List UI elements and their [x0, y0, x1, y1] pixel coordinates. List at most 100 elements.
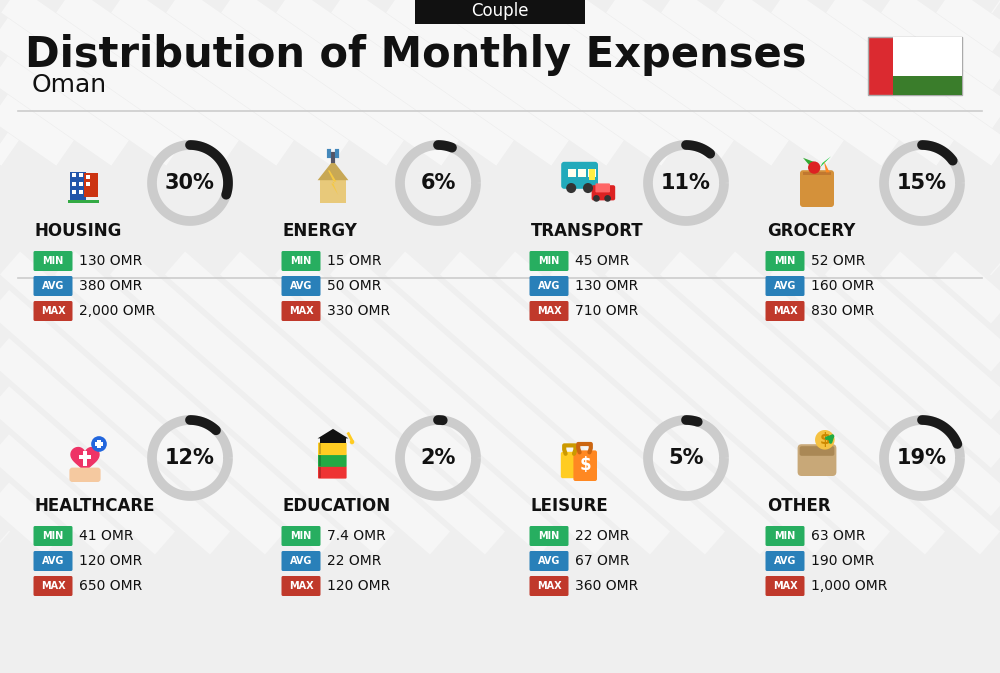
FancyBboxPatch shape	[319, 467, 321, 478]
Text: MIN: MIN	[538, 256, 560, 266]
Text: 6%: 6%	[420, 173, 456, 193]
Text: MAX: MAX	[773, 306, 797, 316]
Text: HEALTHCARE: HEALTHCARE	[35, 497, 156, 515]
Text: 41 OMR: 41 OMR	[79, 529, 134, 543]
FancyBboxPatch shape	[319, 455, 321, 466]
Text: 11%: 11%	[661, 173, 711, 193]
FancyBboxPatch shape	[282, 576, 320, 596]
Text: AVG: AVG	[290, 281, 312, 291]
Text: 45 OMR: 45 OMR	[575, 254, 629, 268]
Text: 19%: 19%	[897, 448, 947, 468]
FancyBboxPatch shape	[318, 454, 347, 467]
FancyBboxPatch shape	[530, 301, 568, 321]
Text: 52 OMR: 52 OMR	[811, 254, 865, 268]
FancyBboxPatch shape	[561, 162, 598, 189]
FancyBboxPatch shape	[766, 251, 804, 271]
Text: 130 OMR: 130 OMR	[575, 279, 638, 293]
Text: MIN: MIN	[538, 531, 560, 541]
Text: 360 OMR: 360 OMR	[575, 579, 638, 593]
Text: 2%: 2%	[420, 448, 456, 468]
FancyBboxPatch shape	[530, 551, 568, 571]
FancyBboxPatch shape	[530, 251, 568, 271]
Text: MAX: MAX	[537, 306, 561, 316]
Text: 15 OMR: 15 OMR	[327, 254, 382, 268]
Text: MAX: MAX	[41, 581, 65, 591]
FancyBboxPatch shape	[95, 442, 103, 446]
FancyBboxPatch shape	[34, 576, 72, 596]
Text: 7.4 OMR: 7.4 OMR	[327, 529, 386, 543]
FancyBboxPatch shape	[79, 182, 83, 186]
FancyBboxPatch shape	[34, 276, 72, 296]
Text: MAX: MAX	[773, 581, 797, 591]
FancyBboxPatch shape	[573, 450, 597, 481]
Circle shape	[815, 430, 835, 450]
FancyBboxPatch shape	[803, 172, 831, 175]
Text: 160 OMR: 160 OMR	[811, 279, 874, 293]
Text: MIN: MIN	[774, 256, 796, 266]
Text: 67 OMR: 67 OMR	[575, 554, 630, 568]
Circle shape	[604, 195, 611, 202]
FancyBboxPatch shape	[578, 169, 586, 178]
Text: OTHER: OTHER	[767, 497, 831, 515]
Text: 190 OMR: 190 OMR	[811, 554, 874, 568]
Text: AVG: AVG	[774, 281, 796, 291]
FancyBboxPatch shape	[588, 169, 596, 178]
Text: MAX: MAX	[289, 581, 313, 591]
FancyBboxPatch shape	[766, 576, 804, 596]
FancyBboxPatch shape	[282, 301, 320, 321]
FancyBboxPatch shape	[798, 444, 836, 476]
FancyBboxPatch shape	[282, 251, 320, 271]
FancyBboxPatch shape	[86, 182, 90, 186]
FancyBboxPatch shape	[282, 551, 320, 571]
Text: Distribution of Monthly Expenses: Distribution of Monthly Expenses	[25, 34, 806, 76]
Text: AVG: AVG	[42, 281, 64, 291]
Text: AVG: AVG	[774, 556, 796, 566]
FancyBboxPatch shape	[97, 440, 101, 448]
FancyBboxPatch shape	[72, 173, 76, 178]
FancyBboxPatch shape	[86, 175, 90, 179]
Text: Couple: Couple	[471, 2, 529, 20]
FancyBboxPatch shape	[72, 182, 76, 186]
FancyBboxPatch shape	[318, 442, 347, 455]
FancyBboxPatch shape	[800, 170, 834, 207]
FancyBboxPatch shape	[34, 301, 72, 321]
FancyBboxPatch shape	[70, 172, 86, 203]
FancyBboxPatch shape	[592, 185, 615, 201]
FancyBboxPatch shape	[530, 526, 568, 546]
Text: $: $	[820, 432, 830, 448]
Text: Oman: Oman	[32, 73, 107, 97]
Text: ENERGY: ENERGY	[283, 222, 358, 240]
Polygon shape	[820, 156, 831, 168]
Text: GROCERY: GROCERY	[767, 222, 855, 240]
FancyBboxPatch shape	[282, 276, 320, 296]
Circle shape	[583, 183, 593, 193]
FancyBboxPatch shape	[68, 200, 99, 203]
Polygon shape	[803, 157, 814, 168]
Circle shape	[566, 183, 576, 193]
Polygon shape	[318, 429, 348, 438]
FancyBboxPatch shape	[319, 444, 321, 454]
FancyBboxPatch shape	[72, 190, 76, 194]
FancyBboxPatch shape	[84, 173, 98, 197]
FancyBboxPatch shape	[69, 468, 101, 482]
FancyBboxPatch shape	[83, 451, 87, 466]
FancyBboxPatch shape	[34, 251, 72, 271]
Circle shape	[350, 439, 354, 444]
Text: 30%: 30%	[165, 173, 215, 193]
Text: MAX: MAX	[289, 306, 313, 316]
Text: 22 OMR: 22 OMR	[575, 529, 629, 543]
FancyBboxPatch shape	[79, 173, 83, 178]
Text: AVG: AVG	[538, 556, 560, 566]
FancyBboxPatch shape	[595, 184, 610, 192]
FancyBboxPatch shape	[530, 576, 568, 596]
FancyBboxPatch shape	[766, 526, 804, 546]
Text: MIN: MIN	[42, 256, 64, 266]
FancyBboxPatch shape	[320, 438, 346, 444]
FancyBboxPatch shape	[79, 455, 91, 460]
FancyBboxPatch shape	[893, 76, 962, 95]
Text: 1,000 OMR: 1,000 OMR	[811, 579, 887, 593]
FancyBboxPatch shape	[766, 551, 804, 571]
FancyBboxPatch shape	[800, 446, 834, 456]
Polygon shape	[328, 170, 338, 194]
Text: LEISURE: LEISURE	[531, 497, 609, 515]
